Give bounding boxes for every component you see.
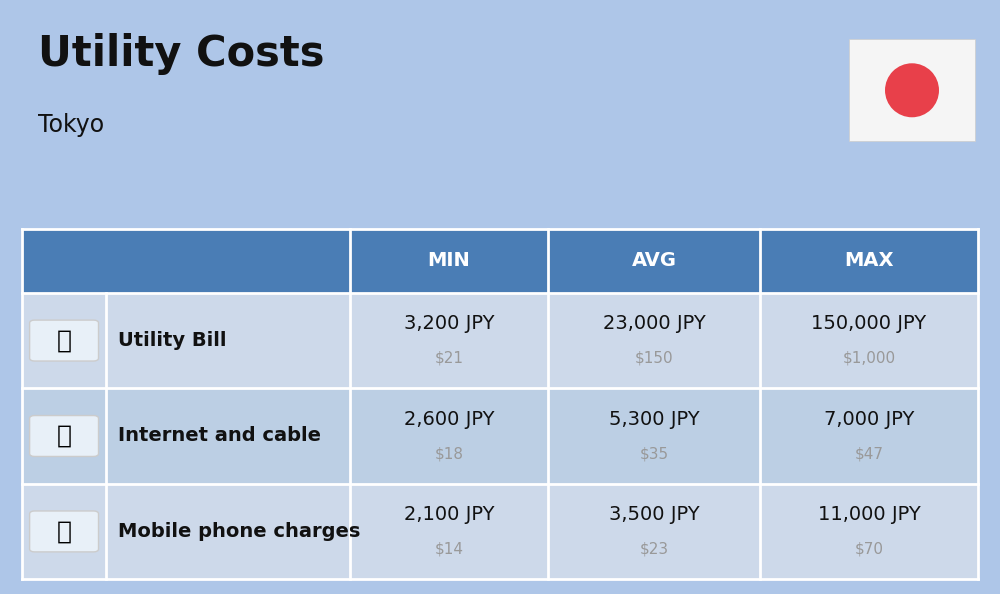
Text: 3,500 JPY: 3,500 JPY (609, 505, 699, 525)
Text: $150: $150 (635, 351, 673, 366)
Text: MIN: MIN (427, 251, 470, 270)
Text: Utility Costs: Utility Costs (38, 33, 324, 75)
FancyBboxPatch shape (22, 293, 978, 388)
Text: AVG: AVG (631, 251, 676, 270)
Text: $23: $23 (639, 542, 668, 557)
Text: 7,000 JPY: 7,000 JPY (824, 410, 914, 429)
FancyBboxPatch shape (22, 484, 978, 579)
FancyBboxPatch shape (30, 416, 99, 456)
Text: 2,100 JPY: 2,100 JPY (404, 505, 494, 525)
Text: 23,000 JPY: 23,000 JPY (603, 314, 705, 333)
Text: $47: $47 (855, 446, 884, 462)
Text: 2,600 JPY: 2,600 JPY (404, 410, 494, 429)
Text: 5,300 JPY: 5,300 JPY (609, 410, 699, 429)
Text: 11,000 JPY: 11,000 JPY (818, 505, 920, 525)
Text: 🔧: 🔧 (57, 328, 72, 353)
Text: $21: $21 (434, 351, 463, 366)
Text: 📡: 📡 (57, 424, 72, 448)
Text: $70: $70 (855, 542, 884, 557)
Text: Utility Bill: Utility Bill (118, 331, 227, 350)
Text: 150,000 JPY: 150,000 JPY (811, 314, 927, 333)
Text: Mobile phone charges: Mobile phone charges (118, 522, 361, 541)
Text: $14: $14 (434, 542, 463, 557)
Text: $1,000: $1,000 (842, 351, 896, 366)
Text: 📱: 📱 (57, 519, 72, 544)
Text: MAX: MAX (844, 251, 894, 270)
Text: 3,200 JPY: 3,200 JPY (404, 314, 494, 333)
FancyBboxPatch shape (30, 511, 99, 552)
Text: $35: $35 (639, 446, 668, 462)
Text: Tokyo: Tokyo (38, 113, 104, 137)
Text: Internet and cable: Internet and cable (118, 426, 321, 446)
FancyBboxPatch shape (22, 388, 978, 484)
FancyBboxPatch shape (30, 320, 99, 361)
FancyBboxPatch shape (22, 229, 978, 293)
Text: $18: $18 (434, 446, 463, 462)
